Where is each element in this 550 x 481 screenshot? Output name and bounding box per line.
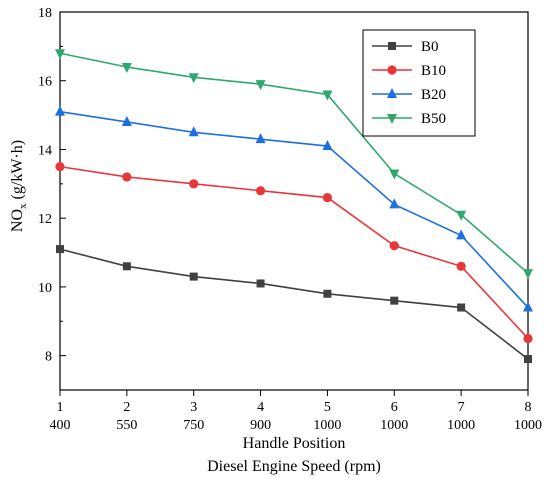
x-tick-label-speed: 750 [183, 418, 204, 433]
series-b10 [55, 162, 533, 344]
series-b20-point [389, 198, 400, 209]
x-tick-label-position: 2 [123, 400, 130, 415]
series-b0-point [122, 262, 131, 271]
series-b50-point [456, 210, 467, 221]
series-b0-line [59, 248, 529, 360]
x-tick-label-speed: 1000 [313, 418, 341, 433]
series-b20-point [55, 105, 65, 116]
y-tick-label: 10 [38, 281, 52, 296]
series-b10-line [59, 165, 529, 339]
series-b20-point [456, 229, 467, 240]
series-b20-point [523, 301, 533, 312]
series-b50-point [322, 90, 333, 101]
legend-item-b0: B0 [372, 39, 439, 55]
x-tick-label-position: 1 [57, 400, 64, 415]
legend-label: B20 [421, 87, 446, 103]
series-b0-point [390, 296, 399, 305]
series-b50-point [55, 49, 65, 60]
series-b10-point [523, 333, 533, 344]
series-b0 [56, 245, 532, 364]
x-tick-label-speed: 1000 [447, 418, 475, 433]
legend-label: B10 [421, 63, 446, 79]
series-b10-point [189, 179, 199, 189]
series-b50-point [188, 73, 199, 84]
series-b0-point [323, 289, 332, 298]
x-tick-label-position: 3 [190, 400, 197, 415]
y-tick-label: 18 [38, 6, 52, 21]
series-b20-point [255, 133, 266, 144]
x-tick-label-speed: 900 [250, 418, 271, 433]
series-b20-line [59, 110, 529, 309]
legend: B0 B10 B20 B50 [362, 29, 476, 137]
legend-label: B0 [421, 39, 439, 55]
legend-swatch-marker [387, 88, 397, 98]
series-b20-point [188, 126, 199, 137]
series-b0-point [189, 272, 198, 281]
series-b50-point [255, 80, 266, 91]
series-b50-point [389, 169, 400, 180]
legend-item-b10: B10 [372, 63, 446, 79]
series-b20-point [121, 115, 132, 126]
series-b50-line [59, 52, 529, 274]
series-b10-point [322, 192, 333, 203]
legend-swatch-marker [387, 114, 397, 124]
legend-item-b20: B20 [372, 87, 446, 103]
y-tick-label: 16 [38, 75, 52, 90]
plot-frame [59, 11, 529, 391]
x-tick-label-speed: 1000 [380, 418, 408, 433]
x-tick-label-position: 6 [391, 400, 398, 415]
series-b50-point [523, 269, 533, 280]
series-b50-point [121, 62, 132, 73]
x-tick-label-speed: 400 [50, 418, 71, 433]
x-tick-label-position: 4 [257, 400, 264, 415]
x-tick-label-speed: 1000 [514, 418, 542, 433]
y-tick-label: 8 [45, 350, 52, 365]
series-b50 [55, 49, 533, 280]
x-tick-label-position: 8 [525, 400, 532, 415]
y-axis-title: NOx (g/kW·h) [9, 140, 29, 232]
x-tick-label-speed: 550 [116, 418, 137, 433]
x-tick-label-position: 5 [324, 400, 331, 415]
series-b20-point [322, 140, 333, 151]
series-b0-point [56, 245, 64, 254]
series-layer [55, 49, 533, 364]
x-axis-subtitle: Diesel Engine Speed (rpm) [207, 458, 381, 475]
x-axis-title: Handle Position [243, 435, 346, 452]
legend-item-b50: B50 [372, 111, 446, 127]
series-b10-point [122, 172, 132, 182]
legend-swatch-marker [387, 65, 397, 75]
series-b0-point [524, 355, 532, 364]
axes: 8 10 12 14 16 18 1 400 2 550 3 750 4 900 5 1000 6 1000 7 10… [38, 6, 542, 433]
series-b10-point [389, 241, 399, 251]
legend-label: B50 [421, 111, 446, 127]
series-b20 [55, 105, 533, 312]
y-tick-label: 14 [38, 143, 52, 158]
series-b10-point [255, 186, 266, 196]
series-b10-point [456, 261, 466, 271]
y-tick-label: 12 [38, 212, 52, 227]
x-tick-label-position: 7 [458, 400, 465, 415]
series-b0-point [457, 303, 466, 312]
legend-swatch-marker [388, 42, 396, 50]
series-b0-point [256, 279, 265, 288]
series-b10-point [55, 162, 65, 172]
